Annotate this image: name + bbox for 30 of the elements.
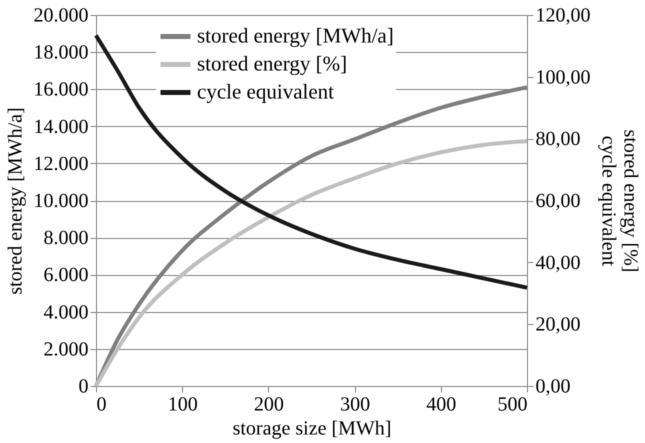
- legend-label: stored energy [%]: [197, 52, 348, 76]
- y-tick-label: 12.000: [34, 152, 88, 175]
- y2-tick-label: 0,00: [536, 376, 570, 398]
- legend-label: cycle equivalent: [197, 80, 334, 104]
- y-tick-label: 8.000: [44, 227, 88, 250]
- y-axis-title: stored energy [MWh/a]: [4, 107, 26, 295]
- y2-tick-label: 120,00: [536, 4, 590, 26]
- y-tick-label: 0: [78, 376, 88, 398]
- x-tick-label: 400: [426, 394, 456, 416]
- y2-axis-title: stored energy [%] cycle equivalent: [598, 130, 642, 272]
- y-tick-label: 2.000: [44, 338, 88, 360]
- y2-tick-label: 60,00: [536, 190, 580, 212]
- y-tick-label: 18.000: [34, 42, 88, 64]
- y2-tick-label: 40,00: [536, 252, 580, 274]
- x-tick-label: 300: [340, 394, 370, 416]
- x-tick-label: 100: [168, 394, 198, 416]
- y-tick-label: 16.000: [34, 78, 88, 101]
- y2-tick-label: 80,00: [536, 128, 580, 150]
- y2-tick-label: 20,00: [536, 314, 580, 336]
- y-tick-label: 20.000: [34, 4, 88, 26]
- y-tick-label: 6.000: [44, 264, 88, 286]
- x-tick-label: 500: [498, 394, 528, 416]
- x-tick-label: 0: [96, 394, 106, 416]
- y-tick-label: 14.000: [34, 116, 88, 138]
- legend-label: stored energy [MWh/a]: [197, 24, 394, 48]
- y-tick-label: 10.000: [34, 190, 88, 212]
- x-tick-label: 200: [254, 394, 284, 416]
- y-tick-label: 4.000: [44, 301, 88, 324]
- y2-tick-label: 100,00: [536, 66, 590, 88]
- x-axis-title: storage size [MWh]: [232, 418, 392, 440]
